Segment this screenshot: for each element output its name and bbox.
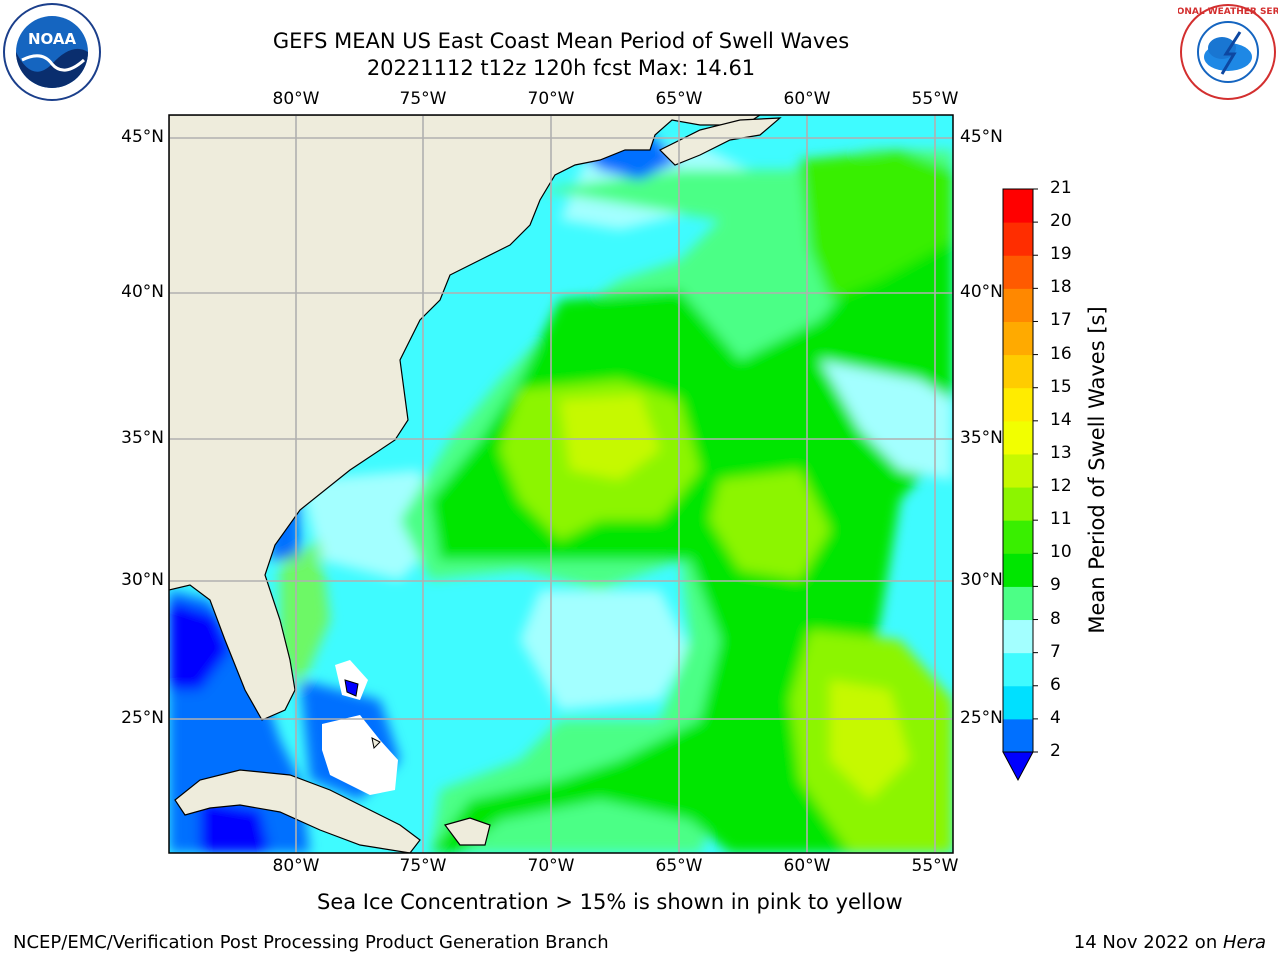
colorbar-tick-label: 18 [1050, 277, 1072, 298]
lon-label-top: 65°W [655, 89, 703, 109]
colorbar-tick-label: 7 [1050, 641, 1061, 662]
swell-contours [169, 135, 953, 853]
nws-logo: NATIONAL WEATHER SERVICE [1153, 2, 1280, 102]
lon-label-bottom: 75°W [399, 856, 447, 876]
bahamas-missing-data [322, 715, 398, 795]
map-frame [168, 114, 954, 854]
map-gridlines [169, 115, 953, 853]
colorbar-tick-label: 16 [1050, 343, 1072, 364]
colorbar-tick-label: 21 [1050, 178, 1072, 198]
colorbar-label: Mean Period of Swell Waves [s] [1085, 306, 1109, 634]
colorbar-segment [1003, 652, 1033, 687]
noaa-logo: NOAA [2, 2, 102, 102]
colorbar-segment [1003, 255, 1033, 289]
lat-label-left: 25°N [121, 708, 164, 728]
land-nova-scotia [658, 117, 782, 166]
colorbar-segment [1003, 487, 1033, 521]
lat-label-right: 25°N [960, 708, 1003, 728]
colorbar-tick-label: 14 [1050, 409, 1072, 430]
lat-label-left: 45°N [121, 127, 164, 147]
colorbar-segment [1003, 321, 1033, 356]
colorbar-tick-label: 19 [1050, 244, 1072, 265]
colorbar-segment [1003, 553, 1033, 587]
colorbar-tick-label: 17 [1050, 310, 1072, 331]
lon-label-bottom: 65°W [655, 856, 703, 876]
lon-label-bottom: 55°W [911, 856, 959, 876]
map-field [169, 115, 953, 853]
colorbar-segment [1003, 520, 1033, 554]
colorbar-segment [1003, 718, 1033, 753]
lat-label-left: 30°N [121, 570, 164, 590]
colorbar-segment [1003, 453, 1033, 488]
colorbar-segment [1003, 189, 1033, 223]
colorbar-segment [1003, 387, 1033, 422]
colorbar-segment [1003, 586, 1033, 621]
colorbar-segment [1003, 619, 1033, 654]
lon-label-top: 80°W [272, 89, 320, 109]
lat-label-right: 30°N [960, 570, 1003, 590]
lon-label-top: 55°W [911, 89, 959, 109]
credit-text: NCEP/EMC/Verification Post Processing Pr… [13, 932, 609, 953]
colorbar-tick-label: 13 [1050, 442, 1072, 463]
lon-label-top: 60°W [783, 89, 831, 109]
colorbar-segment [1003, 222, 1033, 256]
colorbar-tick-label: 9 [1050, 575, 1061, 596]
colorbar-extend-triangle [1002, 751, 1034, 782]
nws-logo-text: NATIONAL WEATHER SERVICE [1178, 7, 1278, 17]
colorbar-segment [1003, 420, 1033, 455]
colorbar-tick-label: 6 [1050, 674, 1061, 695]
noaa-logo-text: NOAA [28, 30, 77, 48]
colorbar-frame [1002, 188, 1034, 753]
colorbar-tick-label: 11 [1050, 509, 1072, 530]
land-north-america [169, 115, 762, 721]
lat-label-left: 40°N [121, 282, 164, 302]
machine-name: Hera [1222, 932, 1266, 953]
date-value: 14 Nov 2022 on [1073, 932, 1223, 953]
lon-label-top: 75°W [399, 89, 447, 109]
land-hispaniola [443, 817, 491, 846]
date-text: 14 Nov 2022 on Hera [1074, 932, 1266, 953]
lat-label-left: 35°N [121, 428, 164, 448]
colorbar-tick-label: 8 [1050, 608, 1061, 629]
colorbar-tick-label: 2 [1050, 741, 1061, 761]
lat-label-right: 35°N [960, 428, 1003, 448]
map-subtitle: 20221112 t12z 120h fcst Max: 14.61 [366, 56, 756, 80]
lon-label-bottom: 70°W [527, 856, 575, 876]
colorbar-tick-label: 20 [1050, 211, 1072, 232]
map-title: GEFS MEAN US East Coast Mean Period of S… [272, 29, 850, 53]
lon-label-top: 70°W [527, 89, 575, 109]
colorbar-tick-label: 12 [1050, 476, 1072, 497]
colorbar-tick-label: 10 [1050, 542, 1072, 563]
colorbar-segment [1003, 288, 1033, 322]
land-cuba [174, 769, 421, 853]
colorbar-segment [1003, 685, 1033, 720]
colorbar-tick-label: 4 [1050, 707, 1061, 728]
sea-ice-note: Sea Ice Concentration > 15% is shown in … [317, 890, 903, 914]
lat-label-right: 45°N [960, 127, 1003, 147]
lat-label-right: 40°N [960, 282, 1003, 302]
colorbar-segment [1003, 354, 1033, 389]
lon-label-bottom: 60°W [783, 856, 831, 876]
colorbar-tick-label: 15 [1050, 376, 1072, 397]
colorbar [1002, 188, 1038, 782]
lon-label-bottom: 80°W [272, 856, 320, 876]
